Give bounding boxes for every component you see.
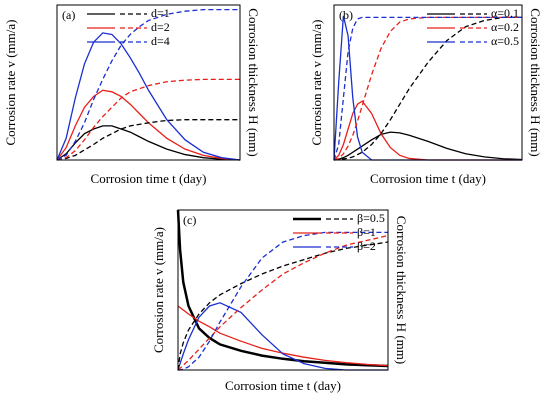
rate-line xyxy=(333,131,523,161)
x-axis-label: Corrosion time t (day) xyxy=(225,378,341,393)
y-axis-label: Corrosion rate v (mm/a) xyxy=(151,227,166,353)
y-axis-label: Corrosion rate v (mm/a) xyxy=(309,20,324,146)
rate-line xyxy=(56,32,241,161)
legend-label: β=2 xyxy=(357,239,376,253)
rate-line xyxy=(56,125,241,161)
x-axis-label: Corrosion time t (day) xyxy=(91,171,207,186)
y-axis-label: Corrosion rate v (mm/a) xyxy=(3,20,18,146)
thickness-line xyxy=(56,78,240,161)
rate-line xyxy=(176,209,389,368)
y2-axis-label: Corrosion thickness H (mm) xyxy=(528,8,543,156)
rate-line xyxy=(177,302,388,371)
legend-label: d=2 xyxy=(151,20,170,34)
thickness-line xyxy=(56,9,240,161)
thickness-line xyxy=(333,16,522,161)
legend-label: α=0.1 xyxy=(491,6,519,20)
thickness-line xyxy=(333,16,522,161)
legend-label: α=0.2 xyxy=(491,20,519,34)
plot-frame xyxy=(177,209,389,371)
legend-label: β=0.5 xyxy=(357,211,385,225)
legend-label: α=0.5 xyxy=(491,34,519,48)
rate-line xyxy=(56,89,241,161)
y2-axis-label: Corrosion thickness H (mm) xyxy=(394,216,409,364)
thickness-line xyxy=(333,16,522,161)
panel-label: (b) xyxy=(339,8,353,22)
thickness-line xyxy=(177,241,389,371)
x-axis-label: Corrosion time t (day) xyxy=(370,171,486,186)
y2-axis-label: Corrosion thickness H (mm) xyxy=(246,8,261,156)
plot-frame xyxy=(333,4,523,161)
plot-area xyxy=(56,9,241,161)
thickness-line xyxy=(56,119,240,161)
thickness-line xyxy=(178,231,388,371)
thickness-line xyxy=(177,234,389,371)
legend-label: β=1 xyxy=(357,225,376,239)
plot-frame xyxy=(56,4,241,161)
legend-label: d=1 xyxy=(151,6,170,20)
panel-label: (c) xyxy=(183,213,196,227)
rate-line xyxy=(177,305,389,367)
legend-label: d=4 xyxy=(151,34,170,48)
panel-label: (a) xyxy=(62,8,75,22)
